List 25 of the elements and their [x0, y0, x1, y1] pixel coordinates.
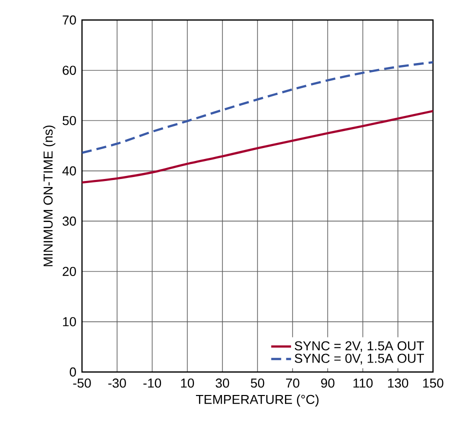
x-tick-label: -10	[143, 378, 162, 388]
line-series	[82, 61, 434, 154]
x-tick-label: 110	[353, 378, 373, 388]
legend-label: SYNC = 0V, 1.5A OUT	[294, 354, 424, 364]
legend-label: SYNC = 2V, 1.5A OUT	[294, 341, 424, 352]
y-tick-label: 20	[62, 266, 76, 276]
x-tick-label: 90	[321, 378, 334, 388]
y-tick-label: 40	[62, 166, 76, 176]
y-axis-title: MINIMUM ON-TIME (ns)	[43, 126, 56, 266]
y-tick-label: 0	[70, 367, 76, 377]
x-tick-label: -30	[108, 378, 126, 388]
x-tick-label: 130	[388, 378, 408, 388]
y-tick-label: 10	[63, 317, 76, 326]
line-series	[82, 110, 434, 184]
y-tick-label: 60	[62, 66, 76, 75]
x-tick-label: -50	[73, 378, 91, 388]
x-tick-label: 50	[250, 378, 264, 388]
x-axis-title: TEMPERATURE (°C)	[196, 394, 319, 407]
x-tick-label: 150	[423, 378, 444, 388]
y-tick-label: 30	[62, 216, 76, 226]
x-tick-label: 30	[216, 378, 230, 388]
y-tick-label: 70	[62, 15, 76, 25]
x-tick-label: 10	[181, 378, 194, 388]
x-tick-label: 70	[286, 378, 300, 388]
y-tick-label: 50	[62, 116, 76, 126]
